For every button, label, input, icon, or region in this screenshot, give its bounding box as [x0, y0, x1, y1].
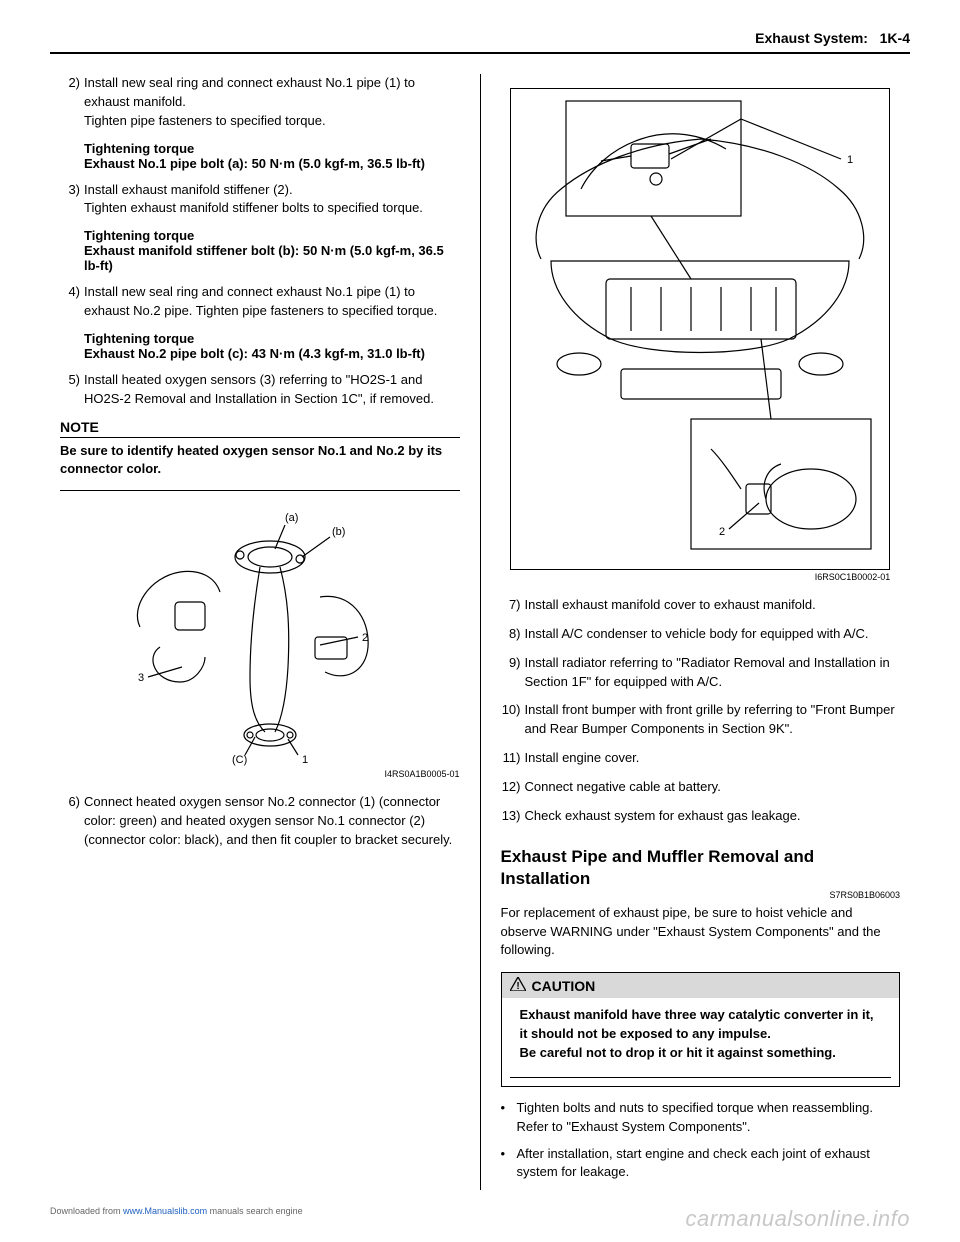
- step-4: 4) Install new seal ring and connect exh…: [60, 283, 460, 321]
- header-page: 1K-4: [880, 30, 910, 46]
- footer-left: Downloaded from www.Manualslib.com manua…: [50, 1206, 303, 1232]
- step-3: 3) Install exhaust manifold stiffener (2…: [60, 181, 460, 219]
- step-number: 11): [501, 749, 525, 768]
- caution-box: ! CAUTION Exhaust manifold have three wa…: [501, 972, 901, 1087]
- step-6: 6) Connect heated oxygen sensor No.2 con…: [60, 793, 460, 850]
- step-number: 2): [60, 74, 84, 131]
- bullet-text: Tighten bolts and nuts to specified torq…: [517, 1099, 901, 1137]
- manualslib-link[interactable]: www.Manualslib.com: [123, 1206, 207, 1216]
- bullet-dot: •: [501, 1145, 517, 1183]
- svg-text:!: !: [516, 981, 519, 991]
- figure-engine-bay: 1 2 I6RS0C1B0002-01: [501, 88, 901, 582]
- caution-body: Exhaust manifold have three way catalyti…: [510, 998, 892, 1078]
- caution-header: ! CAUTION: [502, 973, 900, 998]
- step-body: Connect heated oxygen sensor No.2 connec…: [84, 793, 460, 850]
- bullet-dot: •: [501, 1099, 517, 1137]
- step-body: Install heated oxygen sensors (3) referr…: [84, 371, 460, 409]
- step-2: 2) Install new seal ring and connect exh…: [60, 74, 460, 131]
- doc-id: S7RS0B1B06003: [501, 890, 901, 900]
- svg-text:(a): (a): [285, 512, 298, 524]
- section-body: For replacement of exhaust pipe, be sure…: [501, 904, 901, 961]
- engine-bay-diagram: 1 2: [511, 89, 889, 569]
- svg-text:2: 2: [362, 632, 368, 644]
- step-number: 4): [60, 283, 84, 321]
- step-8: 8) Install A/C condenser to vehicle body…: [501, 625, 901, 644]
- step-11: 11) Install engine cover.: [501, 749, 901, 768]
- torque-spec: Tightening torque Exhaust manifold stiff…: [84, 228, 460, 273]
- note-body: Be sure to identify heated oxygen sensor…: [60, 442, 460, 491]
- step-body: Install A/C condenser to vehicle body fo…: [525, 625, 901, 644]
- step-body: Check exhaust system for exhaust gas lea…: [525, 807, 901, 826]
- step-number: 6): [60, 793, 84, 850]
- step-number: 8): [501, 625, 525, 644]
- step-number: 5): [60, 371, 84, 409]
- bullet-item: • Tighten bolts and nuts to specified to…: [501, 1099, 901, 1137]
- right-column: 1 2 I6RS0C1B0002-01 7) Install exhaust m…: [481, 74, 911, 1190]
- step-5: 5) Install heated oxygen sensors (3) ref…: [60, 371, 460, 409]
- page-footer: Downloaded from www.Manualslib.com manua…: [50, 1206, 910, 1232]
- caution-label: CAUTION: [532, 978, 596, 994]
- note-heading: NOTE: [60, 419, 460, 438]
- bullet-item: • After installation, start engine and c…: [501, 1145, 901, 1183]
- step-number: 10): [501, 701, 525, 739]
- step-number: 12): [501, 778, 525, 797]
- torque-spec: Tightening torque Exhaust No.2 pipe bolt…: [84, 331, 460, 361]
- step-number: 9): [501, 654, 525, 692]
- svg-text:2: 2: [719, 526, 725, 538]
- step-body: Install exhaust manifold stiffener (2). …: [84, 181, 460, 219]
- step-body: Connect negative cable at battery.: [525, 778, 901, 797]
- step-body: Install exhaust manifold cover to exhaus…: [525, 596, 901, 615]
- step-body: Install radiator referring to "Radiator …: [525, 654, 901, 692]
- step-number: 7): [501, 596, 525, 615]
- section-heading: Exhaust Pipe and Muffler Removal and Ins…: [501, 846, 901, 890]
- step-body: Install engine cover.: [525, 749, 901, 768]
- step-number: 3): [60, 181, 84, 219]
- svg-text:(b): (b): [332, 526, 345, 538]
- bullet-text: After installation, start engine and che…: [517, 1145, 901, 1183]
- step-12: 12) Connect negative cable at battery.: [501, 778, 901, 797]
- step-body: Install new seal ring and connect exhaus…: [84, 283, 460, 321]
- step-body: Install new seal ring and connect exhaus…: [84, 74, 460, 131]
- svg-text:3: 3: [138, 672, 144, 684]
- figure-exhaust-pipe: (a) (b) 2 3 (C) 1 I4RS0A1B0005-01: [60, 507, 460, 779]
- exhaust-pipe-diagram: (a) (b) 2 3 (C) 1: [120, 507, 400, 767]
- watermark: carmanualsonline.info: [685, 1206, 910, 1232]
- svg-text:1: 1: [847, 154, 853, 166]
- step-7: 7) Install exhaust manifold cover to exh…: [501, 596, 901, 615]
- step-10: 10) Install front bumper with front gril…: [501, 701, 901, 739]
- torque-spec: Tightening torque Exhaust No.1 pipe bolt…: [84, 141, 460, 171]
- header-title: Exhaust System:: [755, 30, 868, 46]
- step-body: Install front bumper with front grille b…: [525, 701, 901, 739]
- svg-text:1: 1: [302, 754, 308, 766]
- page-header: Exhaust System: 1K-4: [50, 30, 910, 54]
- step-13: 13) Check exhaust system for exhaust gas…: [501, 807, 901, 826]
- figure-id: I6RS0C1B0002-01: [510, 572, 890, 582]
- svg-text:(C): (C): [232, 754, 247, 766]
- left-column: 2) Install new seal ring and connect exh…: [50, 74, 481, 1190]
- content-columns: 2) Install new seal ring and connect exh…: [50, 74, 910, 1190]
- step-9: 9) Install radiator referring to "Radiat…: [501, 654, 901, 692]
- warning-icon: !: [510, 977, 526, 994]
- figure-id: I4RS0A1B0005-01: [60, 769, 460, 779]
- step-number: 13): [501, 807, 525, 826]
